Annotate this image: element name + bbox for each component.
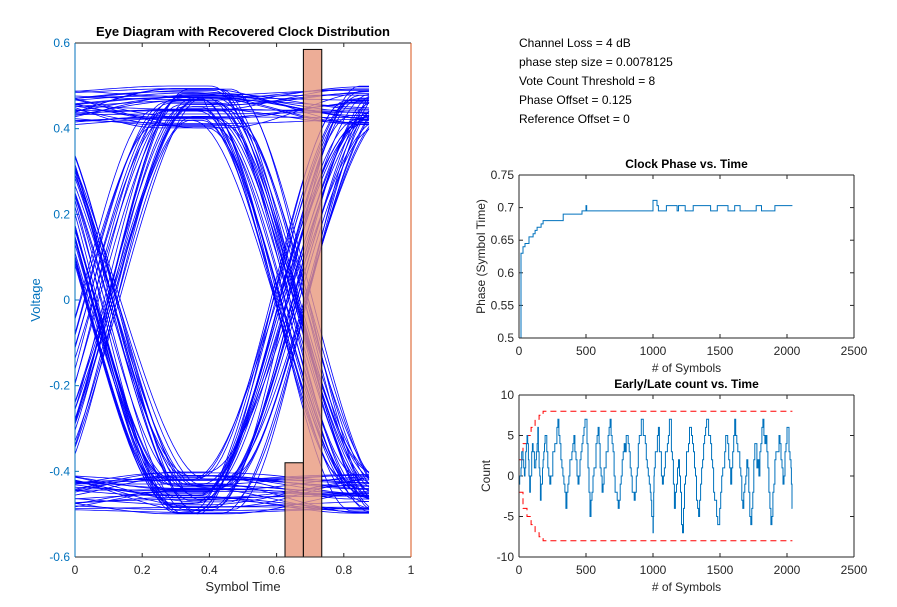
y-tick-label: 0.4 bbox=[53, 122, 70, 136]
y-tick-label: -0.2 bbox=[49, 379, 70, 393]
threshold_lower-line bbox=[519, 491, 793, 542]
y-tick-label: 0.6 bbox=[497, 266, 514, 280]
x-tick-label: 1000 bbox=[640, 563, 667, 577]
eye-trace bbox=[74, 115, 370, 514]
chart-title: Clock Phase vs. Time bbox=[625, 157, 748, 171]
y-tick-label: 10 bbox=[501, 388, 515, 402]
x-tick-label: 1500 bbox=[707, 563, 734, 577]
eye-trace bbox=[74, 116, 370, 492]
eye-traces bbox=[74, 85, 370, 515]
x-axis-label: # of Symbols bbox=[652, 361, 721, 375]
x-tick-label: 2500 bbox=[841, 563, 868, 577]
count-series-line bbox=[519, 418, 793, 534]
x-tick-label: 0.6 bbox=[268, 563, 285, 577]
y-tick-label: 0 bbox=[507, 469, 514, 483]
axes-2: 0 500 1000 1500 2000 2500 -10 -5 0 5 10 Early/Late … bbox=[479, 377, 868, 594]
x-tick-label: 1000 bbox=[640, 344, 667, 358]
y-tick-label: -5 bbox=[503, 510, 514, 524]
y-tick-label: 0.6 bbox=[53, 36, 70, 50]
y-axis-label: Phase (Symbol Time) bbox=[474, 199, 488, 314]
y-tick-label: 0.2 bbox=[53, 207, 70, 221]
histogram-bar bbox=[302, 48, 323, 558]
phase-offset-text: Phase Offset = 0.125 bbox=[519, 93, 632, 107]
x-tick-label: 0.4 bbox=[201, 563, 218, 577]
reference-offset-text: Reference Offset = 0 bbox=[519, 112, 630, 126]
x-axis-label: Symbol Time bbox=[205, 579, 280, 594]
y-tick-label: 0.75 bbox=[491, 168, 515, 182]
x-tick-label: 2000 bbox=[774, 563, 801, 577]
chart-title: Early/Late count vs. Time bbox=[614, 377, 759, 391]
y-tick-label: 0 bbox=[63, 293, 70, 307]
y-tick-label: 0.7 bbox=[497, 201, 514, 215]
y-tick-label: -0.4 bbox=[49, 464, 70, 478]
eye-trace bbox=[74, 99, 369, 476]
phase-step-text: phase step size = 0.0078125 bbox=[519, 55, 673, 69]
x-tick-label: 500 bbox=[576, 344, 596, 358]
axes-1: 0 500 1000 1500 2000 2500 0.5 0.55 0.6 0.65 0.7 0.7… bbox=[474, 157, 868, 375]
chart-title: Eye Diagram with Recovered Clock Distrib… bbox=[96, 24, 390, 39]
y-tick-label: 0.55 bbox=[491, 298, 515, 312]
eye-trace bbox=[74, 114, 369, 501]
y-axis-label: Voltage bbox=[28, 278, 43, 321]
channel-loss-text: Channel Loss = 4 dB bbox=[519, 36, 631, 50]
phase-series-line bbox=[519, 199, 793, 339]
x-tick-label: 1500 bbox=[707, 344, 734, 358]
x-axis-label: # of Symbols bbox=[652, 580, 721, 594]
y-tick-label: 5 bbox=[507, 429, 514, 443]
x-tick-label: 2000 bbox=[774, 344, 801, 358]
histogram-bar bbox=[284, 462, 304, 558]
x-tick-label: 500 bbox=[576, 563, 596, 577]
x-tick-label: 1 bbox=[408, 563, 415, 577]
x-tick-label: 0 bbox=[516, 563, 523, 577]
y-tick-label: -0.6 bbox=[49, 550, 70, 564]
x-tick-label: 0 bbox=[72, 563, 79, 577]
threshold_upper-line bbox=[519, 410, 793, 461]
y-tick-label: 0.65 bbox=[491, 233, 515, 247]
eye-trace bbox=[74, 110, 369, 497]
eye-trace bbox=[74, 95, 369, 481]
x-tick-label: 2500 bbox=[841, 344, 868, 358]
x-tick-label: 0.2 bbox=[134, 563, 151, 577]
y-tick-label: -10 bbox=[497, 550, 515, 564]
axes-0: 0 0.2 0.4 0.6 0.8 1 -0.6 -0.4 -0.2 0 0.2 0.4 0.6 Eye … bbox=[28, 24, 415, 594]
eye-trace bbox=[74, 229, 370, 496]
y-axis-label: Count bbox=[479, 459, 493, 492]
x-tick-label: 0.8 bbox=[335, 563, 352, 577]
y-tick-label: 0.5 bbox=[497, 331, 514, 345]
clock-histogram bbox=[284, 48, 323, 558]
vote-threshold-text: Vote Count Threshold = 8 bbox=[519, 74, 656, 88]
x-tick-label: 0 bbox=[516, 344, 523, 358]
